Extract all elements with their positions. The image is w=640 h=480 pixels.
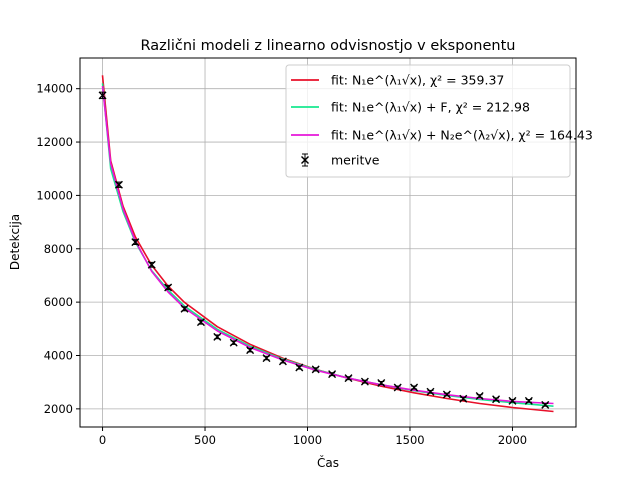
x-marker [278,357,287,366]
x-marker [524,396,533,405]
measurement-point [196,318,205,327]
plot-frame [79,57,577,428]
measurement-point [246,346,255,355]
legend-entry: fit: N₁e^(λ₁√x) + F, χ² = 212.98 [291,100,530,115]
x-axis-ticks: 0 500 1000 1500 2000 [99,427,527,447]
legend-label: fit: N₁e^(λ₁√x) + F, χ² = 212.98 [331,100,530,115]
x-tick-label: 2000 [498,433,527,447]
x-marker [164,283,173,292]
x-marker [377,378,386,387]
legend-label: meritve [331,153,380,168]
legend-label: fit: N₁e^(λ₁√x) + N₂e^(λ₂√x), χ² = 164.4… [331,128,593,143]
legend-entry: fit: N₁e^(λ₁√x), χ² = 359.37 [291,73,504,88]
y-tick-label: 6000 [44,295,73,309]
measurement-point [426,387,435,396]
measurement-point [442,390,451,399]
measurement-point [131,238,140,247]
measurement-point [147,260,156,269]
measurement-point [541,400,550,409]
y-tick-label: 14000 [36,82,73,96]
x-tick-label: 500 [194,433,216,447]
y-tick-label: 10000 [36,188,73,202]
legend-entry: meritve [301,153,380,168]
measurement-point [98,91,107,100]
x-marker [180,304,189,313]
x-marker [98,91,107,100]
chart-title: Različni modeli z linearno odvisnostjo v… [141,38,516,54]
x-marker [262,354,271,363]
x-marker [475,392,484,401]
x-marker [393,383,402,392]
x-marker [147,260,156,269]
measurement-point [213,332,222,341]
measurement-point [508,396,517,405]
x-tick-label: 0 [99,433,106,447]
y-tick-label: 2000 [44,402,73,416]
fit-line-3 [101,85,554,405]
x-marker [508,396,517,405]
x-marker [196,318,205,327]
x-marker [328,370,337,379]
fit-line-1 [101,75,554,413]
measurement-point [360,377,369,386]
x-tick-label: 1000 [293,433,322,447]
legend-entry: fit: N₁e^(λ₁√x) + N₂e^(λ₂√x), χ² = 164.4… [291,128,593,143]
measurement-point [114,180,123,189]
measurement-point [328,370,337,379]
x-marker [541,400,550,409]
x-marker [410,383,419,392]
y-tick-label: 12000 [36,135,73,149]
measurement-point [524,396,533,405]
fit-curves [101,75,554,413]
x-marker [344,374,353,383]
x-marker [426,387,435,396]
y-axis-label: Detekcija [8,214,22,270]
measurement-point [492,395,501,404]
y-axis-ticks: 2000 4000 6000 8000 10000 12000 14000 [36,82,80,416]
legend-x-marker [301,156,309,164]
measurement-point [393,383,402,392]
y-tick-label: 8000 [44,242,73,256]
x-tick-label: 1500 [395,433,424,447]
legend-label: fit: N₁e^(λ₁√x), χ² = 359.37 [331,73,504,88]
x-marker [311,365,320,374]
measurement-point [311,365,320,374]
measurement-point [344,374,353,383]
measurement-point [410,383,419,392]
measurement-point [295,363,304,372]
measurement-point [278,357,287,366]
x-marker [229,338,238,347]
x-marker [492,395,501,404]
x-marker [442,390,451,399]
x-marker [459,394,468,403]
legend: fit: N₁e^(λ₁√x), χ² = 359.37 fit: N₁e^(λ₁… [285,64,593,178]
x-marker [213,332,222,341]
measurement-point [180,304,189,313]
measurement-point [164,283,173,292]
measurement-points [98,91,550,409]
x-marker [295,363,304,372]
measurement-point [459,394,468,403]
x-marker [131,238,140,247]
measurement-point [475,392,484,401]
x-marker [114,180,123,189]
y-tick-label: 4000 [44,348,73,362]
x-marker [360,377,369,386]
measurement-point [229,338,238,347]
x-axis-label: Čas [317,455,339,470]
x-marker [246,346,255,355]
measurement-point [377,378,386,387]
measurement-point [262,354,271,363]
legend-box [285,64,571,178]
